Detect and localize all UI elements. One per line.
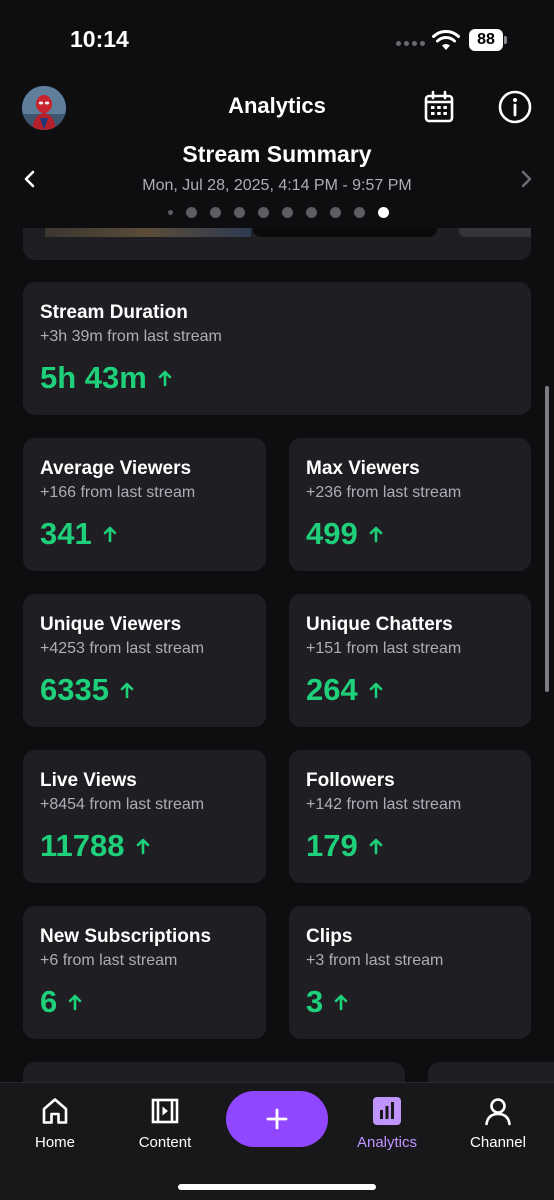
stat-change: +3h 39m from last stream	[40, 328, 222, 345]
tab-bar: Home Content Analytics Channel	[0, 1082, 554, 1200]
chevron-right-icon[interactable]	[516, 168, 536, 190]
page-dot[interactable]	[257, 207, 269, 218]
stat-label: Unique Chatters	[306, 614, 453, 635]
page-dot[interactable]	[209, 207, 221, 218]
page-indicator[interactable]	[0, 207, 554, 218]
create-button[interactable]	[226, 1091, 328, 1147]
stat-card-followers[interactable]: Followers +142 from last stream 179	[289, 750, 531, 883]
stat-value: 6335	[40, 672, 109, 707]
stat-label: Max Viewers	[306, 458, 420, 479]
stat-value: 5h 43m	[40, 360, 147, 395]
tab-home[interactable]: Home	[10, 1095, 100, 1151]
arrow-up-icon	[136, 838, 149, 855]
stat-card-unique-viewers[interactable]: Unique Viewers +4253 from last stream 63…	[23, 594, 266, 727]
stat-change: +236 from last stream	[306, 484, 462, 501]
stat-change: +142 from last stream	[306, 796, 462, 813]
stat-change: +3 from last stream	[306, 952, 444, 969]
page-dot[interactable]	[329, 207, 341, 218]
chevron-left-icon[interactable]	[20, 168, 40, 190]
wifi-icon	[432, 30, 460, 50]
stat-card-new-subscriptions[interactable]: New Subscriptions +6 from last stream 6	[23, 906, 266, 1039]
battery-indicator: 88	[469, 29, 503, 51]
stat-label: Live Views	[40, 770, 137, 791]
battery-tip	[504, 36, 507, 44]
arrow-up-icon	[369, 526, 383, 543]
preview-button[interactable]	[253, 228, 437, 237]
stat-value: 6	[40, 984, 58, 1019]
home-indicator	[178, 1184, 376, 1190]
stat-label: Average Viewers	[40, 458, 192, 479]
stat-change: +151 from last stream	[306, 640, 462, 657]
page-dot[interactable]	[233, 207, 245, 218]
stat-label: New Subscriptions	[40, 926, 212, 947]
arrow-up-icon	[120, 682, 134, 699]
stat-card-average-viewers[interactable]: Average Viewers +166 from last stream 34…	[23, 438, 266, 571]
stat-card-unique-chatters[interactable]: Unique Chatters +151 from last stream 26…	[289, 594, 531, 727]
page-dot[interactable]	[167, 210, 173, 215]
page-dot[interactable]	[353, 207, 365, 218]
stat-card-stream-duration[interactable]: Stream Duration +3h 39m from last stream…	[23, 282, 531, 415]
scrollbar[interactable]	[545, 386, 549, 692]
stat-value: 11788	[40, 828, 125, 863]
stat-label: Followers	[306, 770, 395, 791]
stat-value: 3	[306, 984, 324, 1019]
plus-icon	[266, 1108, 288, 1130]
stat-label: Clips	[306, 926, 353, 947]
tab-label: Home	[34, 1134, 75, 1151]
tab-channel[interactable]: Channel	[453, 1095, 543, 1151]
tab-label: Analytics	[356, 1134, 418, 1151]
page-dot[interactable]	[281, 207, 293, 218]
page-dot[interactable]	[185, 207, 197, 218]
status-bar: 10:14 88	[0, 0, 554, 80]
home-icon	[42, 1098, 68, 1124]
avatar[interactable]	[22, 86, 66, 130]
stat-change: +8454 from last stream	[40, 796, 205, 813]
arrow-up-icon	[334, 994, 348, 1011]
stat-change: +4253 from last stream	[40, 640, 205, 657]
tab-label: Channel	[470, 1134, 526, 1151]
tab-label: Content	[138, 1134, 192, 1151]
summary-date: Mon, Jul 28, 2025, 4:14 PM - 9:57 PM	[142, 177, 412, 194]
page-dot[interactable]	[305, 207, 317, 218]
stat-value: 499	[306, 516, 358, 551]
stat-value: 179	[306, 828, 358, 863]
arrow-up-icon	[158, 370, 172, 387]
stat-label: Unique Viewers	[40, 614, 182, 635]
tab-content[interactable]: Content	[120, 1095, 210, 1151]
status-time: 10:14	[70, 26, 129, 52]
stream-thumbnail	[45, 228, 251, 237]
page-dot[interactable]	[377, 207, 389, 218]
summary-title: Stream Summary	[182, 141, 372, 167]
stream-preview-card[interactable]	[23, 228, 531, 260]
info-icon[interactable]	[497, 89, 533, 125]
stat-change: +166 from last stream	[40, 484, 196, 501]
stat-change: +6 from last stream	[40, 952, 178, 969]
arrow-up-icon	[103, 526, 117, 543]
preview-side	[459, 228, 531, 237]
stat-card-live-views[interactable]: Live Views +8454 from last stream 11788	[23, 750, 266, 883]
stat-value: 341	[40, 516, 92, 551]
tab-analytics[interactable]: Analytics	[342, 1095, 432, 1151]
arrow-up-icon	[369, 838, 383, 855]
stat-card-clips[interactable]: Clips +3 from last stream 3	[289, 906, 531, 1039]
video-icon	[151, 1098, 179, 1124]
arrow-up-icon	[369, 682, 383, 699]
arrow-up-icon	[68, 994, 82, 1011]
stat-label: Stream Duration	[40, 302, 188, 323]
stat-card-max-viewers[interactable]: Max Viewers +236 from last stream 499	[289, 438, 531, 571]
calendar-icon[interactable]	[422, 90, 456, 124]
page-title: Analytics	[228, 93, 326, 118]
signal-icon	[396, 41, 425, 46]
analytics-icon	[373, 1097, 401, 1125]
stat-value: 264	[306, 672, 358, 707]
user-icon	[485, 1098, 511, 1126]
